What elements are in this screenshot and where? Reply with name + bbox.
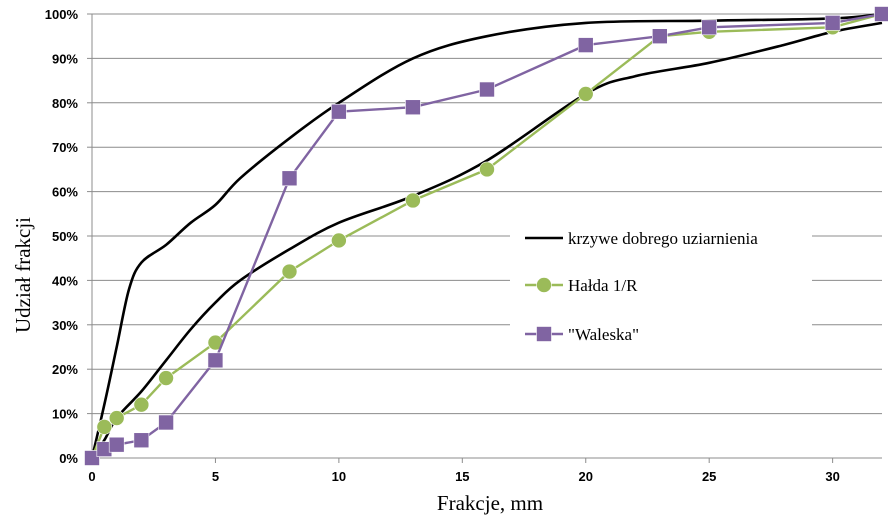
x-axis-title: Frakcje, mm <box>437 491 543 515</box>
data-point <box>405 192 421 209</box>
x-tick-label: 0 <box>88 469 95 484</box>
data-point <box>158 414 174 431</box>
y-axis-title: Udział frakcji <box>11 217 35 333</box>
data-point <box>331 103 347 120</box>
y-tick-label: 40% <box>52 273 78 288</box>
legend-item: krzywe dobrego uziarnienia <box>525 229 758 248</box>
data-point <box>207 352 224 369</box>
legend-label: krzywe dobrego uziarnienia <box>568 229 758 248</box>
plot-area <box>84 6 888 466</box>
data-point <box>652 28 668 45</box>
y-tick-label: 70% <box>52 140 78 155</box>
y-axis-ticks: 0% 10% 20% 30% 40% 50% 60% 70% 80% 90% 100% <box>45 7 92 466</box>
x-tick-label: 15 <box>455 469 469 484</box>
data-point <box>96 419 113 435</box>
data-point <box>701 19 717 36</box>
x-axis-ticks: 0 5 10 15 20 25 30 <box>88 458 840 484</box>
series-0 <box>90 12 883 459</box>
y-tick-label: 20% <box>52 362 78 377</box>
data-point <box>133 396 150 413</box>
legend-label: Hałda 1/R <box>568 276 638 295</box>
data-point <box>133 432 150 449</box>
data-point <box>281 170 298 187</box>
legend-item: "Waleska" <box>525 325 639 344</box>
data-point <box>874 6 888 22</box>
y-tick-label: 60% <box>52 185 78 200</box>
data-point <box>281 263 298 280</box>
x-tick-label: 25 <box>702 469 716 484</box>
legend-swatch-marker <box>536 277 552 293</box>
data-point <box>331 232 347 249</box>
data-point <box>84 450 100 466</box>
y-tick-label: 50% <box>52 229 78 244</box>
y-tick-label: 30% <box>52 318 78 333</box>
y-tick-label: 10% <box>52 407 78 422</box>
y-tick-label: 100% <box>45 7 79 22</box>
y-tick-label: 90% <box>52 51 78 66</box>
data-point <box>824 15 841 31</box>
data-point <box>479 161 495 178</box>
legend-item: Hałda 1/R <box>525 276 638 295</box>
legend-label: "Waleska" <box>568 325 639 344</box>
data-point <box>158 370 174 386</box>
x-tick-label: 5 <box>212 469 219 484</box>
data-point <box>577 86 594 102</box>
x-tick-label: 10 <box>332 469 346 484</box>
curve-line <box>90 21 883 459</box>
data-point <box>405 99 421 116</box>
grid-lines <box>92 13 882 459</box>
legend-box <box>510 200 812 362</box>
data-point <box>108 436 125 453</box>
curve-line <box>90 12 883 459</box>
data-point <box>479 81 495 98</box>
y-tick-label: 80% <box>52 96 78 111</box>
data-point <box>577 37 594 53</box>
data-point <box>108 410 125 426</box>
legend: krzywe dobrego uziarnienia Hałda 1/R "Wale… <box>510 200 812 362</box>
x-tick-label: 30 <box>825 469 839 484</box>
y-tick-label: 0% <box>59 451 78 466</box>
legend-swatch-marker <box>536 326 552 342</box>
series-2 <box>84 6 888 466</box>
x-tick-label: 20 <box>579 469 593 484</box>
